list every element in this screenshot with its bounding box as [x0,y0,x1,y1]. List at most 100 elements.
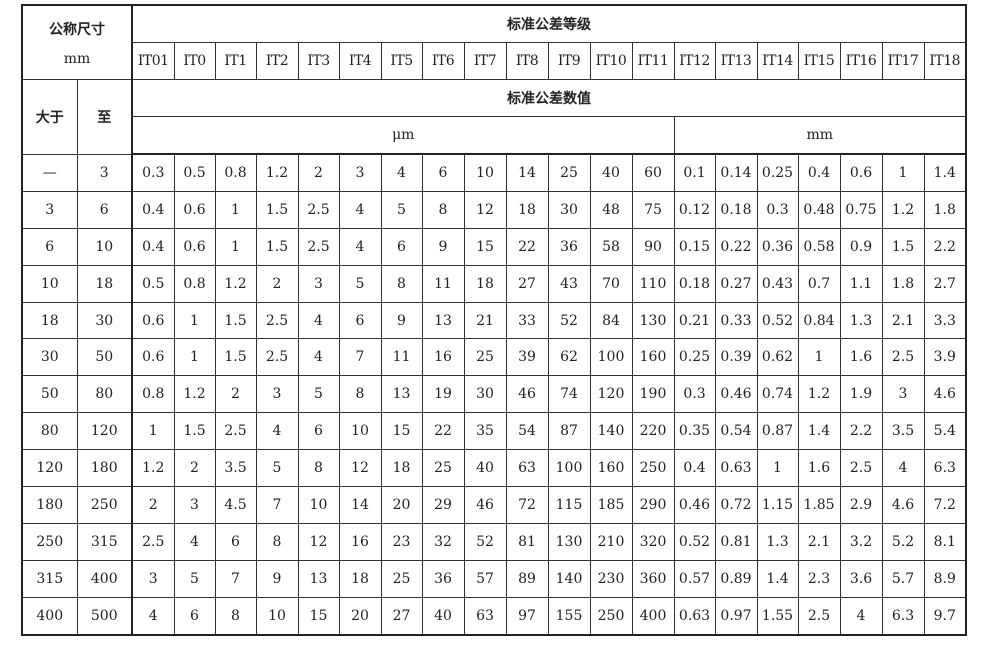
tolerance-cell-it18: 3.9 [923,338,967,377]
tolerance-cell-it9: 140 [547,559,591,598]
table-row: 30 50 0.6 1 1.5 2.5 4 7 11 16 25 39 62 100 160 0.25 0.39… [21,338,967,377]
tolerance-cell-it10: 230 [589,559,633,598]
tolerance-cell-it17: 4 [881,449,925,488]
tolerance-cell-it01: 0.6 [131,338,175,377]
nominal-size-unit: mm [63,50,91,67]
tolerance-cell-it18: 2.2 [923,227,967,266]
tolerance-cell-it16: 0.9 [839,227,883,266]
tolerance-cell-it12: 0.35 [673,412,716,451]
grade-header-it13: IT13 [714,42,758,80]
tolerance-cell-it0: 0.5 [173,153,216,192]
tolerance-cell-it3: 10 [297,486,340,524]
tolerance-cell-it11: 220 [631,412,675,451]
tolerance-cell-it6: 19 [421,375,465,414]
tolerance-cell-it8: 63 [505,449,549,488]
tolerance-cell-it2: 5 [255,449,299,488]
tolerance-cell-it1: 1.2 [214,264,257,303]
tolerance-cell-it8: 22 [505,227,549,266]
table-row: 250 315 2.5 4 6 8 12 16 23 32 52 81 130 210 320 0.52 0.8… [21,522,967,561]
tolerance-cell-it5: 25 [380,559,423,598]
tolerance-cell-it14: 0.62 [756,338,799,377]
table-row: —3 0.3 0.5 0.8 1.2 2 3 4 6 10 14 25 40 60 0.1 0.14 0.25 0… [21,153,967,192]
grade-header-it6: IT6 [421,42,465,80]
tolerance-cell-it13: 0.27 [714,264,758,303]
grade-header-it8: IT8 [505,42,549,80]
tolerance-cell-it18: 2.7 [923,264,967,303]
tolerance-cell-it16: 4 [839,596,883,636]
tolerance-cell-it15: 1.4 [797,412,841,451]
tolerance-cell-it01: 2 [131,486,175,524]
tolerance-cell-it5: 23 [380,522,423,561]
tolerance-cell-it12: 0.15 [673,227,716,266]
tolerance-cell-it6: 40 [421,596,465,636]
grade-header-it12: IT12 [673,42,716,80]
tolerance-cell-it12: 0.25 [673,338,716,377]
tolerance-cell-it10: 100 [589,338,633,377]
tolerance-cell-it12: 0.46 [673,486,716,524]
tolerance-cell-it13: 0.33 [714,301,758,340]
tolerance-cell-it10: 185 [589,486,633,524]
grade-header-it0: IT0 [173,42,216,80]
tolerance-cell-it9: 100 [547,449,591,488]
table-row: 400 500 4 6 8 10 15 20 27 40 63 97 155 250 400 0.63 0.97… [21,596,967,636]
tolerance-cell-it13: 0.18 [714,190,758,229]
nominal-size-header: 公称尺寸 mm [21,4,133,80]
tolerance-cell-it0: 6 [173,596,216,636]
tolerance-cell-it5: 6 [380,227,423,266]
grade-header-it4: IT4 [338,42,382,80]
tolerance-cell-it17: 5.2 [881,522,925,561]
tolerance-cell-it11: 160 [631,338,675,377]
tolerance-cell-it6: 13 [421,301,465,340]
tolerance-cell-it1: 2.5 [214,412,257,451]
tolerance-cell-it13: 0.39 [714,338,758,377]
tolerance-cell-it14: 1 [756,449,799,488]
tolerance-cell-it15: 0.48 [797,190,841,229]
tolerance-cell-it11: 130 [631,301,675,340]
tolerance-cell-it8: 97 [505,596,549,636]
tolerance-cell-it5: 5 [380,190,423,229]
tolerance-cell-it2: 1.2 [255,153,299,192]
tolerance-cell-it11: 60 [631,153,675,192]
tolerance-cell-it3: 2.5 [297,227,340,266]
tolerance-cell-it4: 10 [338,412,382,451]
grade-header-it18: IT18 [923,42,967,80]
size-to-cell: 80 [76,375,133,414]
size-over-cell: 180 [21,486,78,524]
tolerance-cell-it2: 9 [255,559,299,598]
tolerance-cell-it2: 8 [255,522,299,561]
tolerance-cell-it10: 120 [589,375,633,414]
size-to-cell: 50 [76,338,133,377]
grade-header-it10: IT10 [589,42,633,80]
size-to-cell: 180 [76,449,133,488]
tolerance-cell-it18: 3.3 [923,301,967,340]
tolerance-cell-it11: 190 [631,375,675,414]
tolerance-cell-it13: 0.22 [714,227,758,266]
tolerance-cell-it8: 18 [505,190,549,229]
tolerance-cell-it13: 0.63 [714,449,758,488]
table-row: 3 6 0.4 0.6 1 1.5 2.5 4 5 8 12 18 30 48 75 0.12 0.18 0.3 0… [21,190,967,229]
tolerance-cell-it9: 62 [547,338,591,377]
tolerance-cell-it1: 1 [214,227,257,266]
table-row: 315 400 3 5 7 9 13 18 25 36 57 89 140 230 360 0.57 0.89 1… [21,559,967,598]
tolerance-cell-it8: 54 [505,412,549,451]
tolerance-cell-it1: 7 [214,559,257,598]
tolerance-cell-it16: 1.6 [839,338,883,377]
tolerance-cell-it13: 0.54 [714,412,758,451]
size-to-cell: 6 [76,190,133,229]
tolerance-cell-it16: 2.9 [839,486,883,524]
tolerance-cell-it01: 0.3 [131,153,175,192]
tolerance-cell-it14: 0.3 [756,190,799,229]
nominal-size-label: 公称尺寸 [49,21,105,38]
tolerance-cell-it15: 0.4 [797,153,841,192]
tolerance-cell-it01: 0.6 [131,301,175,340]
tolerance-cell-it0: 3 [173,486,216,524]
tolerance-cell-it01: 0.5 [131,264,175,303]
tolerance-cell-it14: 0.36 [756,227,799,266]
tolerance-cell-it3: 4 [297,301,340,340]
tolerance-cell-it8: 27 [505,264,549,303]
tolerance-cell-it3: 13 [297,559,340,598]
tolerance-cell-it11: 290 [631,486,675,524]
tolerance-cell-it17: 3 [881,375,925,414]
standard-tolerance-table: 公称尺寸 mm 标准公差等级 IT01 IT0 IT1 IT2 IT3 IT4 IT5 IT6… [21,4,967,636]
tolerance-cell-it4: 3 [338,153,382,192]
